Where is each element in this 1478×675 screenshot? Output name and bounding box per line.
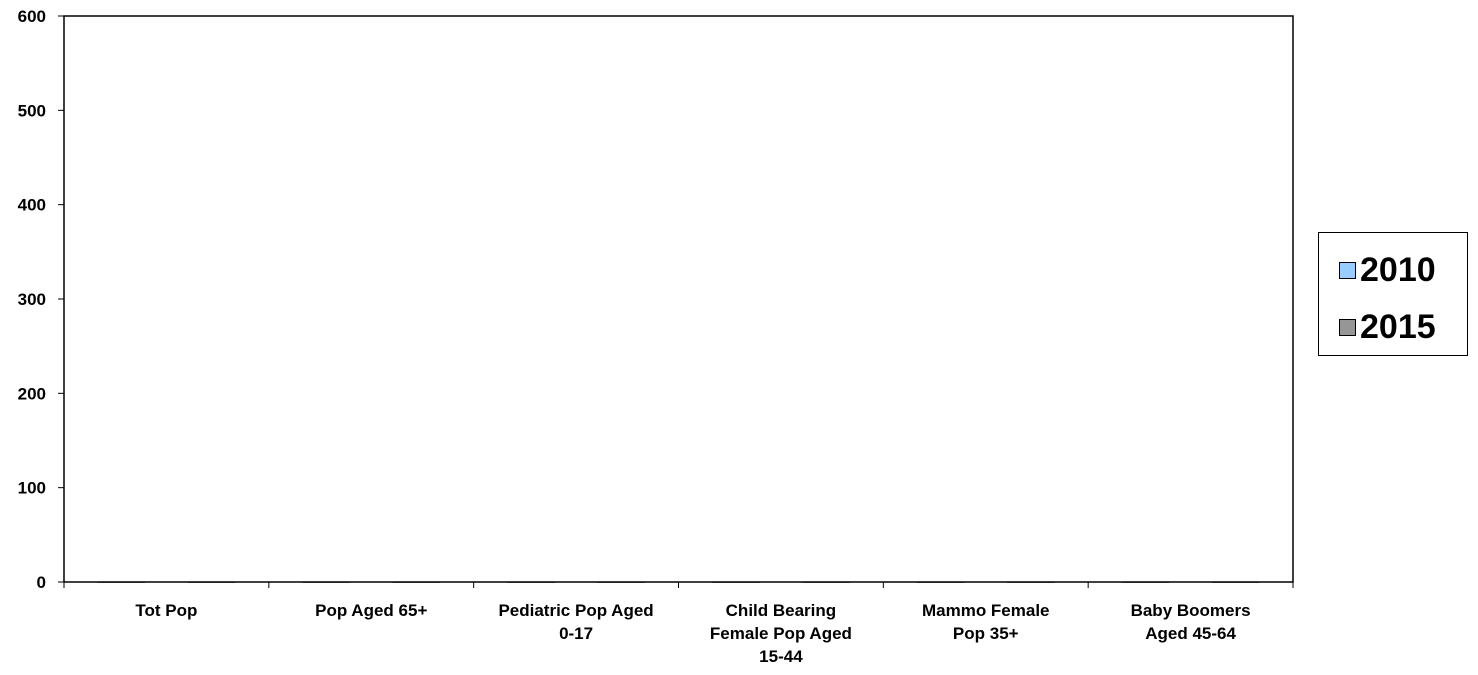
legend-label-2010: 2010 — [1360, 251, 1436, 289]
legend-item-2015: 2015 — [1339, 310, 1436, 344]
y-tick-label: 600 — [18, 7, 46, 26]
x-category-label-line: 0-17 — [559, 624, 593, 643]
y-tick-labels: 0 100 200 300 400 500 600 — [18, 7, 46, 592]
x-category-label: Baby Boomers Aged 45-64 — [1131, 601, 1251, 643]
x-category-label-line: Pediatric Pop Aged — [498, 601, 653, 620]
x-category-label-line: Aged 45-64 — [1145, 624, 1236, 643]
x-category-label-line: Pop Aged 65+ — [315, 601, 427, 620]
y-tick-label: 500 — [18, 101, 46, 120]
x-category-label-line: Child Bearing — [726, 601, 837, 620]
x-category-labels: Tot Pop Pop Aged 65+ Pediatric Pop Aged 0-1… — [135, 601, 1250, 666]
x-category-label-line: 15-44 — [759, 647, 803, 666]
x-category-label-line: Tot Pop — [135, 601, 197, 620]
legend-swatch-2010 — [1339, 261, 1356, 279]
x-category-label-line: Pop 35+ — [953, 624, 1019, 643]
x-category-label-line: Baby Boomers — [1131, 601, 1251, 620]
y-tick-label: 200 — [18, 384, 46, 403]
plot-area — [63, 15, 1294, 583]
axes — [58, 15, 1294, 588]
y-tick-label: 300 — [18, 290, 46, 309]
y-tick-label: 400 — [18, 196, 46, 215]
y-tick-label: 100 — [18, 479, 46, 498]
x-category-label-line: Mammo Female — [922, 601, 1050, 620]
x-category-label: Child Bearing Female Pop Aged 15-44 — [710, 601, 852, 666]
x-category-label-line: Female Pop Aged — [710, 624, 852, 643]
x-category-label: Mammo Female Pop 35+ — [922, 601, 1050, 643]
legend-label-2015: 2015 — [1360, 308, 1436, 346]
x-category-label: Pop Aged 65+ — [315, 601, 427, 620]
legend-item-2010: 2010 — [1339, 253, 1436, 287]
legend-swatch-2015 — [1339, 318, 1356, 336]
x-category-label: Tot Pop — [135, 601, 197, 620]
legend: 2010 2015 — [1318, 232, 1468, 356]
y-tick-label: 0 — [37, 573, 46, 592]
x-category-label: Pediatric Pop Aged 0-17 — [498, 601, 653, 643]
